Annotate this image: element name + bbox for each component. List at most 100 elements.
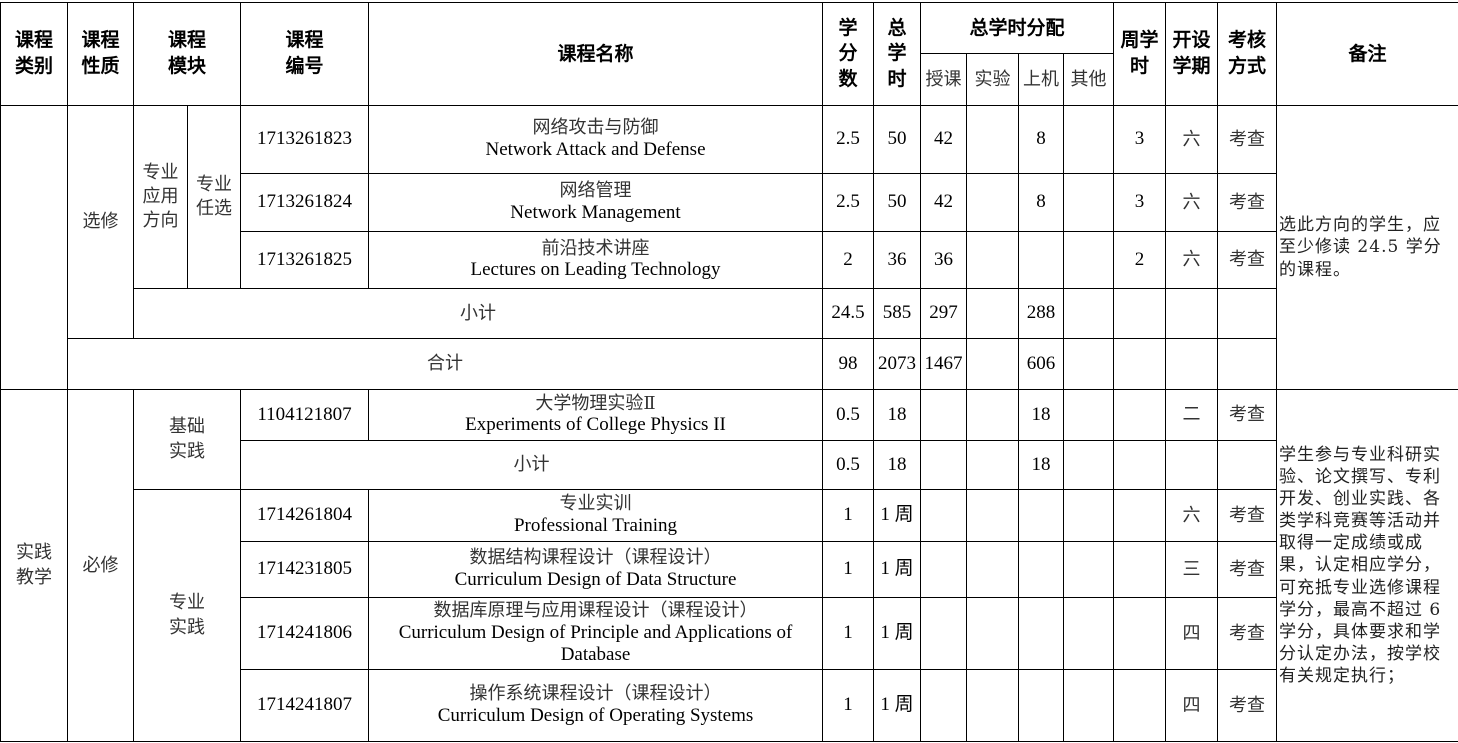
header-weekly-hours: 周学时: [1114, 3, 1166, 106]
header-experiment: 实验: [967, 54, 1019, 106]
other-hours: [1064, 106, 1114, 174]
total-hours: 18: [874, 390, 921, 441]
course-name: 数据结构课程设计（课程设计）Curriculum Design of Data …: [369, 542, 823, 598]
empty-cell: [967, 289, 1019, 339]
course-code: 1714231805: [241, 542, 369, 598]
empty-cell: [967, 490, 1019, 542]
total-hours: 50: [874, 106, 921, 174]
assessment: 考查: [1218, 490, 1277, 542]
module-basic-practice: 基础实践: [134, 390, 241, 490]
empty-cell: [921, 542, 967, 598]
empty-cell: [1064, 289, 1114, 339]
empty-cell: [1064, 598, 1114, 670]
empty-cell: [1064, 670, 1114, 742]
module-professional-practice: 专业实践: [134, 490, 241, 742]
header-nature: 课程性质: [68, 3, 134, 106]
credits: 1: [823, 598, 874, 670]
subtotal-computer: 288: [1019, 289, 1064, 339]
subtotal-total: 585: [874, 289, 921, 339]
computer-hours: 18: [1019, 390, 1064, 441]
semester: 六: [1166, 106, 1218, 174]
header-computer: 上机: [1019, 54, 1064, 106]
header-module: 课程模块: [134, 3, 241, 106]
weekly-hours: 3: [1114, 106, 1166, 174]
weekly-hours: 3: [1114, 174, 1166, 232]
subtotal-credits: 0.5: [823, 441, 874, 490]
empty-cell: [967, 441, 1019, 490]
total-credits: 98: [823, 339, 874, 390]
empty-cell: [1019, 542, 1064, 598]
empty-cell: [967, 542, 1019, 598]
credits: 1: [823, 670, 874, 742]
empty-cell: [1064, 339, 1114, 390]
total-row: 合计 98 2073 1467 606: [1, 339, 1458, 390]
empty-cell: [921, 490, 967, 542]
semester: 六: [1166, 174, 1218, 232]
header-total-hours: 总学时: [874, 3, 921, 106]
empty-cell: [967, 670, 1019, 742]
nature-required: 必修: [68, 390, 134, 742]
empty-cell: [967, 339, 1019, 390]
computer-hours: 8: [1019, 174, 1064, 232]
header-semester: 开设学期: [1166, 3, 1218, 106]
credits: 0.5: [823, 390, 874, 441]
empty-cell: [1064, 542, 1114, 598]
remark-practice: 学生参与专业科研实验、论文撰写、专利开发、创业实践、各类学科竞赛等活动并取得一定…: [1277, 390, 1458, 742]
empty-cell: [1166, 289, 1218, 339]
lecture-hours: 36: [921, 232, 967, 289]
remark-elective: 选此方向的学生，应至少修读 24.5 学分的课程。: [1277, 106, 1458, 390]
semester: 二: [1166, 390, 1218, 441]
subtotal-label: 小计: [134, 289, 823, 339]
header-remarks: 备注: [1277, 3, 1458, 106]
empty-cell: [921, 598, 967, 670]
module-professional-elective: 专业任选: [188, 106, 241, 289]
subtotal-computer: 18: [1019, 441, 1064, 490]
total-hours-sum: 2073: [874, 339, 921, 390]
total-computer: 606: [1019, 339, 1064, 390]
lecture-hours: 42: [921, 174, 967, 232]
empty-cell: [1114, 390, 1166, 441]
credits: 2.5: [823, 174, 874, 232]
course-code: 1104121807: [241, 390, 369, 441]
course-name: 操作系统课程设计（课程设计）Curriculum Design of Opera…: [369, 670, 823, 742]
empty-cell: [1218, 289, 1277, 339]
other-hours: [1064, 232, 1114, 289]
total-label: 合计: [68, 339, 823, 390]
total-hours: 1 周: [874, 598, 921, 670]
empty-cell: [1064, 390, 1114, 441]
semester: 三: [1166, 542, 1218, 598]
course-code: 1714241806: [241, 598, 369, 670]
empty-cell: [967, 390, 1019, 441]
empty-cell: [1166, 339, 1218, 390]
category-practice: 实践教学: [1, 390, 68, 742]
assessment: 考查: [1218, 106, 1277, 174]
assessment: 考查: [1218, 670, 1277, 742]
header-credits: 学分数: [823, 3, 874, 106]
header-lecture: 授课: [921, 54, 967, 106]
header-category: 课程类别: [1, 3, 68, 106]
empty-cell: [1114, 670, 1166, 742]
total-lecture: 1467: [921, 339, 967, 390]
course-code: 1713261823: [241, 106, 369, 174]
course-name: 数据库原理与应用课程设计（课程设计）Curriculum Design of P…: [369, 598, 823, 670]
semester: 六: [1166, 232, 1218, 289]
empty-cell: [1218, 441, 1277, 490]
weekly-hours: 2: [1114, 232, 1166, 289]
empty-cell: [1019, 670, 1064, 742]
experiment-hours: [967, 106, 1019, 174]
computer-hours: [1019, 232, 1064, 289]
subtotal-total: 18: [874, 441, 921, 490]
assessment: 考查: [1218, 390, 1277, 441]
empty-cell: [1114, 542, 1166, 598]
total-hours: 1 周: [874, 490, 921, 542]
other-hours: [1064, 174, 1114, 232]
credits: 2.5: [823, 106, 874, 174]
empty-cell: [1114, 598, 1166, 670]
module-application-direction: 专业应用方向: [134, 106, 188, 289]
